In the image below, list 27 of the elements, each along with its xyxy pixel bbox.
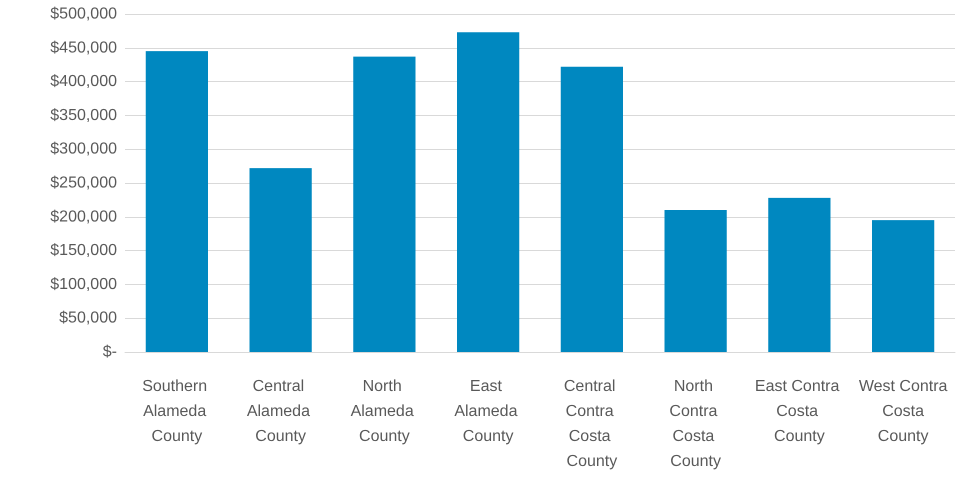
y-tick-label: $150,000 [50,242,118,260]
y-tick-label: $250,000 [50,174,118,192]
x-tick-label: East Alameda County [454,378,522,445]
x-tick-label: East Contra Costa County [754,378,844,445]
y-tick-label: $200,000 [50,208,118,226]
x-tick-label: Central Contra Costa County [564,378,620,470]
bar [560,66,623,352]
bar [146,51,208,352]
bar [768,198,830,352]
bar [664,210,727,352]
bar [457,32,520,352]
y-tick-label: $400,000 [50,73,118,90]
y-tick-label: $350,000 [50,106,118,124]
x-tick-label: North Contra Costa County [669,378,722,470]
y-tick-label: $50,000 [59,310,118,327]
y-tick-label: $- [102,344,117,360]
x-tick-label: Southern Alameda County [142,378,212,445]
bar [872,220,934,352]
x-tick-label: North Alameda County [350,378,418,445]
y-tick-label: $450,000 [50,39,118,56]
y-tick-label: $500,000 [50,6,118,22]
bar [353,56,416,352]
y-tick-label: $300,000 [50,140,118,158]
x-tick-label: West Contra Costa County [858,378,948,445]
bar [250,168,312,352]
y-tick-label: $100,000 [50,276,118,293]
x-tick-label: Central Alameda County [246,378,314,445]
